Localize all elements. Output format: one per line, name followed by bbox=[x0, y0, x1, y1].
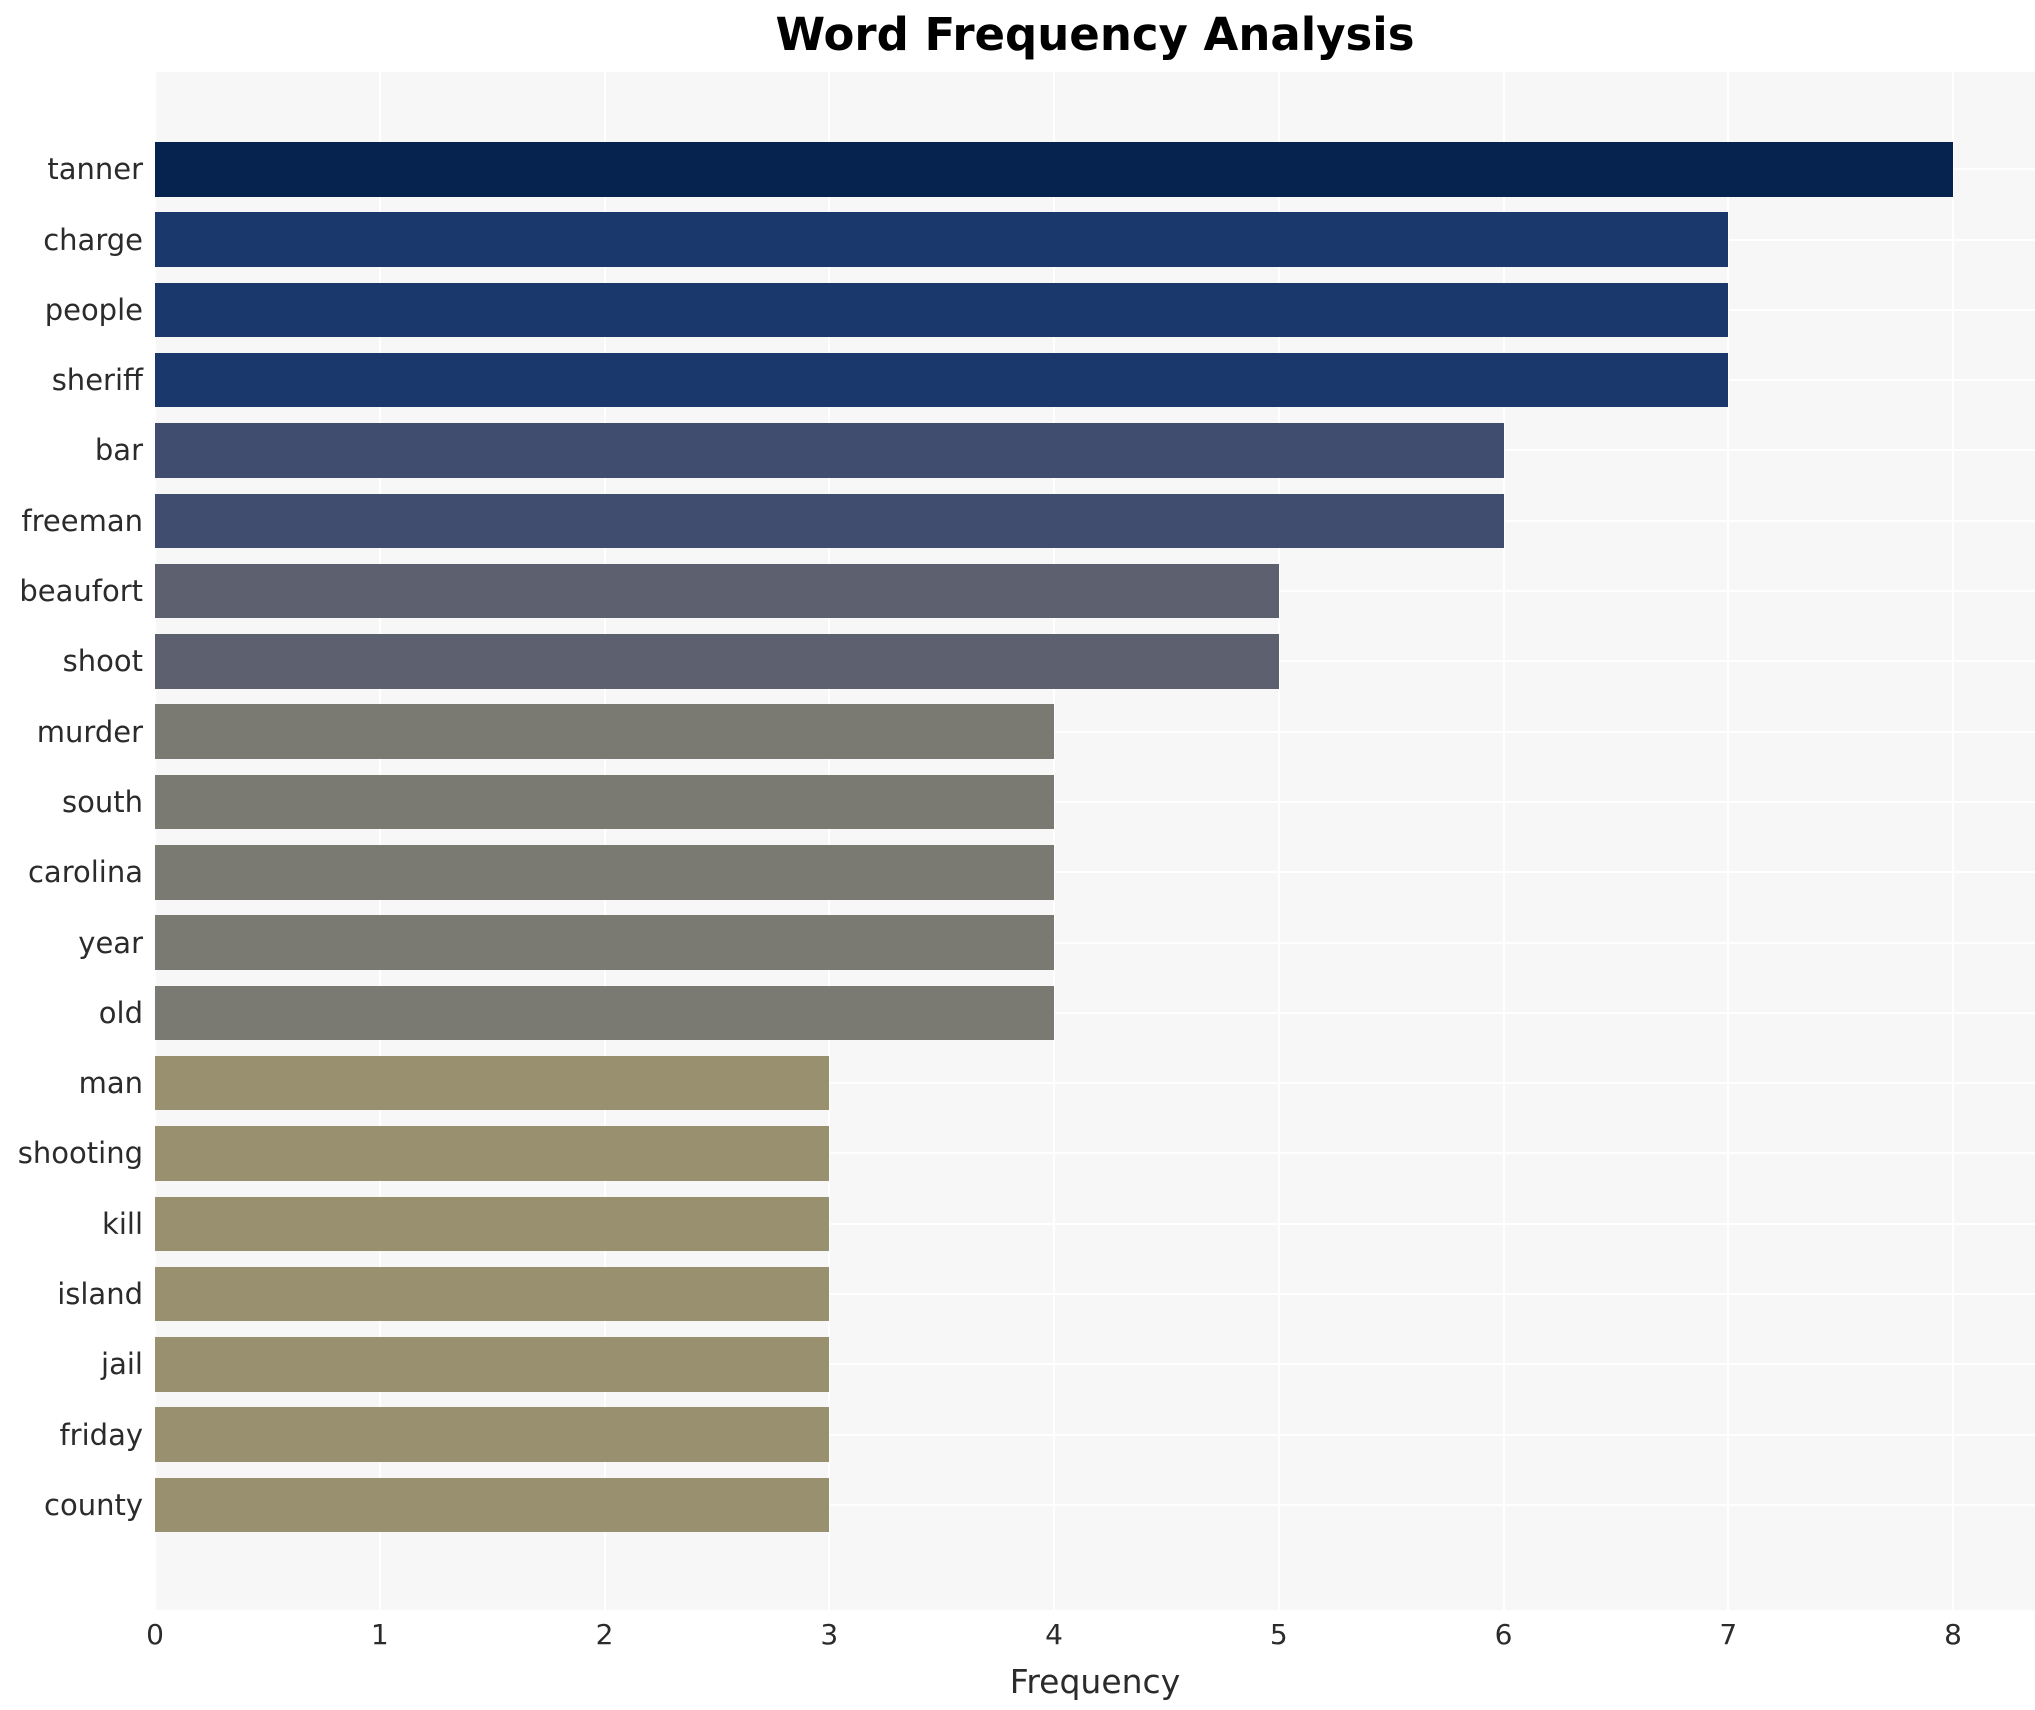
y-gridline-shooting bbox=[155, 1152, 2035, 1155]
y-tick-label-south: south bbox=[62, 784, 143, 819]
y-tick-label-carolina: carolina bbox=[27, 855, 143, 890]
y-tick-label-freeman: freeman bbox=[21, 503, 143, 538]
x-gridline-0 bbox=[154, 72, 156, 1610]
y-tick-label-bar: bar bbox=[94, 433, 143, 468]
x-tick-label-6: 6 bbox=[1494, 1618, 1513, 1651]
y-gridline-jail bbox=[155, 1363, 2035, 1366]
y-tick-label-year: year bbox=[78, 925, 143, 960]
chart-title: Word Frequency Analysis bbox=[775, 8, 1415, 61]
y-tick-label-jail: jail bbox=[101, 1347, 143, 1382]
bar-shoot bbox=[155, 634, 1279, 689]
bar-kill bbox=[155, 1196, 830, 1251]
bar-south bbox=[155, 774, 1054, 830]
y-gridline-carolina bbox=[155, 871, 2035, 874]
bar-bar bbox=[155, 423, 1504, 478]
y-gridline-murder bbox=[155, 730, 2035, 733]
y-tick-label-sheriff: sheriff bbox=[51, 363, 143, 398]
y-tick-label-tanner: tanner bbox=[47, 152, 143, 187]
x-gridline-7 bbox=[1727, 72, 1730, 1610]
bar-island bbox=[155, 1266, 830, 1322]
x-tick-label-5: 5 bbox=[1269, 1618, 1288, 1651]
bar-old bbox=[155, 985, 1054, 1041]
x-tick-label-1: 1 bbox=[370, 1618, 389, 1651]
bar-sheriff bbox=[155, 352, 1729, 408]
y-tick-label-shooting: shooting bbox=[17, 1136, 143, 1171]
x-gridline-8 bbox=[1952, 72, 1954, 1610]
bar-friday bbox=[155, 1407, 830, 1462]
y-tick-label-man: man bbox=[78, 1066, 143, 1101]
bar-murder bbox=[155, 704, 1054, 759]
bar-carolina bbox=[155, 845, 1054, 900]
y-tick-label-old: old bbox=[98, 995, 143, 1030]
x-tick-label-0: 0 bbox=[146, 1618, 164, 1651]
y-gridline-island bbox=[155, 1293, 2035, 1296]
x-gridline-5 bbox=[1277, 72, 1280, 1610]
bar-freeman bbox=[155, 493, 1504, 548]
x-gridline-6 bbox=[1502, 72, 1505, 1610]
y-gridline-year bbox=[155, 941, 2035, 944]
x-gridline-1 bbox=[378, 72, 381, 1610]
y-gridline-friday bbox=[155, 1433, 2035, 1436]
y-tick-label-island: island bbox=[57, 1277, 143, 1312]
y-tick-label-beaufort: beaufort bbox=[19, 574, 143, 609]
y-tick-label-people: people bbox=[44, 292, 143, 327]
y-tick-label-murder: murder bbox=[36, 714, 143, 749]
bar-beaufort bbox=[155, 563, 1279, 619]
bar-man bbox=[155, 1055, 830, 1111]
bar-year bbox=[155, 915, 1054, 970]
y-gridline-kill bbox=[155, 1222, 2035, 1225]
x-axis-title: Frequency bbox=[1009, 1662, 1181, 1701]
x-gridline-2 bbox=[603, 72, 606, 1610]
x-tick-label-2: 2 bbox=[595, 1618, 614, 1651]
bar-county bbox=[155, 1477, 830, 1533]
y-gridline-south bbox=[155, 800, 2035, 803]
bar-people bbox=[155, 282, 1729, 338]
bar-jail bbox=[155, 1337, 830, 1392]
y-tick-label-county: county bbox=[44, 1487, 143, 1522]
x-tick-label-7: 7 bbox=[1719, 1618, 1738, 1651]
y-tick-label-shoot: shoot bbox=[62, 644, 143, 679]
bar-charge bbox=[155, 212, 1729, 267]
y-tick-label-friday: friday bbox=[59, 1417, 143, 1452]
bar-shooting bbox=[155, 1126, 830, 1181]
bar-tanner bbox=[155, 142, 1953, 197]
y-tick-label-kill: kill bbox=[102, 1206, 143, 1241]
y-gridline-county bbox=[155, 1503, 2035, 1506]
x-gridline-3 bbox=[828, 72, 831, 1610]
y-tick-label-charge: charge bbox=[43, 222, 143, 257]
x-tick-label-3: 3 bbox=[820, 1618, 839, 1651]
x-tick-label-4: 4 bbox=[1045, 1618, 1063, 1651]
y-gridline-old bbox=[155, 1011, 2035, 1014]
x-gridline-4 bbox=[1053, 72, 1055, 1610]
x-tick-label-8: 8 bbox=[1944, 1618, 1962, 1651]
plot-area bbox=[154, 72, 2035, 1610]
y-gridline-man bbox=[155, 1082, 2035, 1085]
